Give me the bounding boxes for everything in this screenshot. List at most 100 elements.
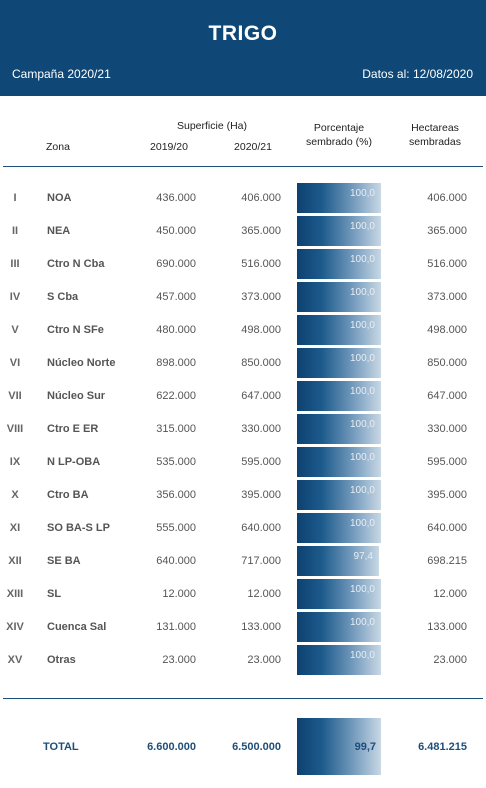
zone-number: IX [9,456,21,468]
pct-bar: 100,0 [297,480,381,510]
pct-value: 100,0 [349,188,375,199]
pct-bar: 100,0 [297,447,381,477]
zone-name: Otras [47,654,76,666]
ha-header: Hectareas sembradas [400,121,470,149]
pct-value: 100,0 [349,386,375,397]
sup-2020: 406.000 [241,192,281,204]
zone-number: VII [8,390,22,402]
sup-2019: 23.000 [162,654,196,666]
pct-bar: 100,0 [297,249,381,279]
sup-2019: 12.000 [162,588,196,600]
zone-number: II [11,225,19,237]
table-row: 100,0 XIV Cuenca Sal 131.000 133.000 133.000 [0,612,486,645]
zone-name: SO BA-S LP [47,522,110,534]
hectares-sown: 23.000 [433,654,467,666]
ha-header-line2: sembradas [409,136,461,148]
sup-2020: 395.000 [241,489,281,501]
sup-2019: 898.000 [156,357,196,369]
zone-number: IV [9,291,21,303]
pct-value: 100,0 [349,254,375,265]
pct-value: 100,0 [349,617,375,628]
pct-value: 97,4 [353,551,373,562]
hectares-sown: 133.000 [427,621,467,633]
zone-number: V [11,324,19,336]
table-row: 100,0 III Ctro N Cba 690.000 516.000 516.000 [0,249,486,282]
sup-2019: 436.000 [156,192,196,204]
zone-name: Ctro N Cba [47,258,105,270]
pct-bar: 100,0 [297,315,381,345]
pct-bar: 100,0 [297,348,381,378]
sup-2020: 850.000 [241,357,281,369]
table-row: 100,0 II NEA 450.000 365.000 365.000 [0,216,486,249]
pct-value: 100,0 [349,584,375,595]
sup-2020: 647.000 [241,390,281,402]
zone-name: NOA [47,192,72,204]
pct-bar: 100,0 [297,282,381,312]
pct-value: 100,0 [349,287,375,298]
zone-name: N LP-OBA [47,456,101,468]
total-label: TOTAL [43,741,79,753]
hectares-sown: 406.000 [427,192,467,204]
pct-header-line1: Porcentaje [313,122,365,134]
hectares-sown: 12.000 [433,588,467,600]
superficie-header: Superficie (Ha) [176,120,248,132]
zone-name: S Cba [47,291,79,303]
year2-header: 2020/21 [234,141,272,153]
zone-number: XV [7,654,23,666]
sup-2019: 450.000 [156,225,196,237]
header-banner: TRIGO Campaña 2020/21 Datos al: 12/08/20… [0,0,486,96]
sup-2020: 717.000 [241,555,281,567]
sup-2019: 356.000 [156,489,196,501]
pct-value: 100,0 [349,221,375,232]
sup-2020: 133.000 [241,621,281,633]
pct-value: 100,0 [349,419,375,430]
table-row: 97,4 XII SE BA 640.000 717.000 698.215 [0,546,486,579]
ha-header-line1: Hectareas [411,122,459,134]
zona-header: Zona [46,141,70,153]
zone-name: Ctro N SFe [47,324,104,336]
pct-value: 100,0 [349,353,375,364]
zone-name: Ctro BA [47,489,89,501]
pct-bar: 100,0 [297,645,381,675]
sup-2020: 498.000 [241,324,281,336]
hectares-sown: 516.000 [427,258,467,270]
pct-bar: 100,0 [297,381,381,411]
table-row: 100,0 V Ctro N SFe 480.000 498.000 498.000 [0,315,486,348]
hectares-sown: 330.000 [427,423,467,435]
total-ha: 6.481.215 [418,741,467,753]
table-row: 100,0 XV Otras 23.000 23.000 23.000 [0,645,486,678]
total-sup-2020: 6.500.000 [232,741,281,753]
pct-bar: 100,0 [297,183,381,213]
hectares-sown: 373.000 [427,291,467,303]
sup-2019: 535.000 [156,456,196,468]
pct-bar: 100,0 [297,612,381,642]
pct-value: 100,0 [349,485,375,496]
sup-2019: 457.000 [156,291,196,303]
zone-name: Cuenca Sal [47,621,107,633]
pct-value: 100,0 [349,650,375,661]
zone-name: Ctro E ER [47,423,99,435]
sup-2019: 131.000 [156,621,196,633]
sup-2019: 315.000 [156,423,196,435]
sup-2020: 23.000 [247,654,281,666]
zone-name: NEA [47,225,71,237]
total-row: TOTAL 6.600.000 6.500.000 99,7 6.481.215 [0,733,486,766]
table-row: 100,0 VI Núcleo Norte 898.000 850.000 850.000 [0,348,486,381]
zone-name: Núcleo Sur [47,390,106,402]
zone-name: SL [47,588,62,600]
sup-2020: 516.000 [241,258,281,270]
year1-header: 2019/20 [150,141,188,153]
sup-2020: 12.000 [247,588,281,600]
zone-number: I [13,192,17,204]
sup-2019: 640.000 [156,555,196,567]
zone-number: XI [9,522,21,534]
pct-bar: 100,0 [297,216,381,246]
total-pct: 99,7 [354,741,376,753]
campaign-label: Campaña 2020/21 [12,67,111,81]
hectares-sown: 640.000 [427,522,467,534]
sup-2019: 690.000 [156,258,196,270]
table-row: 100,0 IV S Cba 457.000 373.000 373.000 [0,282,486,315]
pct-bar: 100,0 [297,414,381,444]
pct-bar: 100,0 [297,513,381,543]
zone-name: SE BA [47,555,81,567]
